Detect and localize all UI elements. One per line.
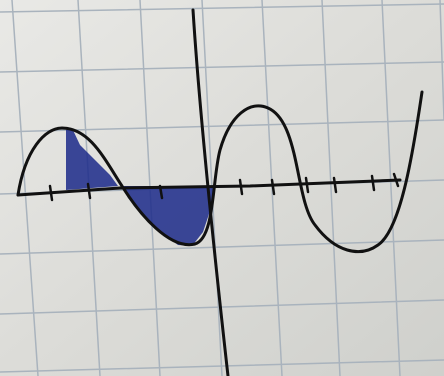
photo xyxy=(0,0,444,376)
page: (() => { const data = JSON.parse(documen… xyxy=(0,0,444,376)
